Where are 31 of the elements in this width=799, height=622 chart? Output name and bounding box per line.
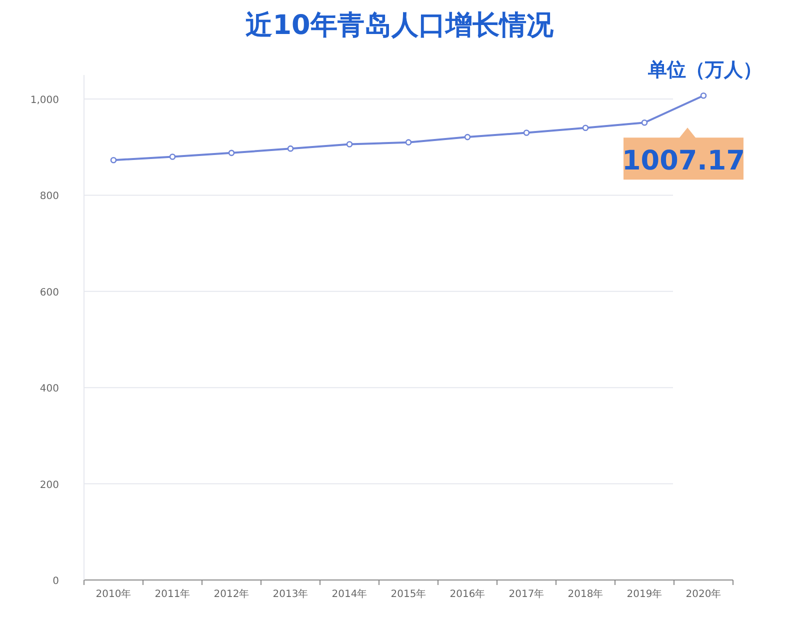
y-tick-label: 1,000 (30, 95, 59, 106)
x-tick-label: 2016年 (450, 588, 486, 600)
point (346, 141, 353, 148)
y-tick-label: 400 (40, 384, 59, 395)
point (582, 124, 589, 132)
x-tick-label: 2020年 (686, 588, 722, 600)
point (641, 119, 648, 126)
y-tick-label: 800 (40, 191, 59, 202)
x-tick-label: 2018年 (568, 588, 604, 600)
x-tick-label: 2013年 (272, 588, 308, 600)
y-tick-label: 600 (40, 287, 59, 298)
point (700, 92, 707, 99)
x-tick-label: 2012年 (214, 588, 250, 600)
x-tick-label: 2014年 (332, 588, 368, 600)
point (405, 139, 412, 146)
x-tick-label: 2019年 (626, 588, 662, 600)
y-tick-label: 200 (40, 480, 59, 491)
point (523, 130, 530, 136)
x-tick-label: 2015年 (390, 588, 426, 600)
point (228, 150, 235, 156)
x-tick-label: 2010年 (96, 588, 132, 600)
x-tick-label: 2017年 (508, 588, 544, 600)
point (169, 154, 176, 160)
annotation: 单位（万人） (647, 59, 762, 81)
point (110, 156, 117, 164)
x-tick-label: 2011年 (154, 588, 190, 600)
data-label: 1007.17 (622, 146, 745, 177)
y-tick-label: 0 (52, 576, 59, 587)
chart-title: 近10年青岛人口增长情况 (246, 10, 554, 41)
point (287, 145, 294, 152)
point (464, 134, 471, 140)
